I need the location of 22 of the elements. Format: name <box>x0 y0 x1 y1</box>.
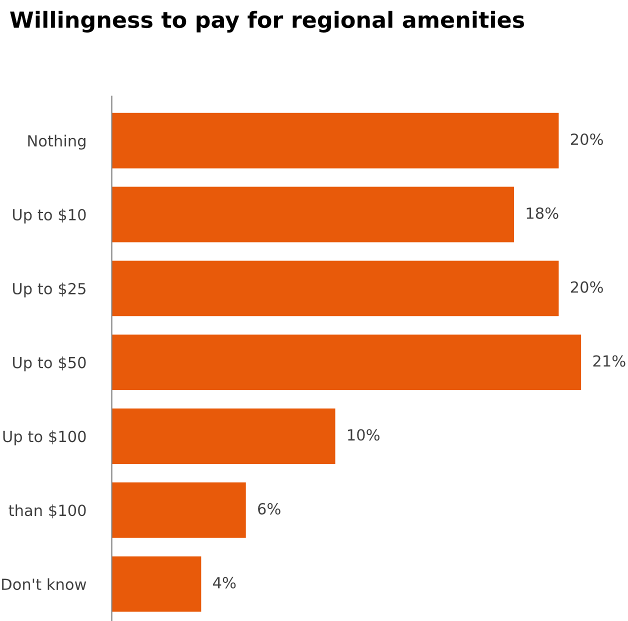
y-tick-label: than $100 <box>8 504 86 518</box>
y-tick-label: Up to $100 <box>3 430 86 446</box>
bar <box>112 186 514 242</box>
bar <box>112 556 202 612</box>
bar <box>112 112 559 168</box>
bar <box>112 334 582 390</box>
bar <box>112 260 559 316</box>
data-label: 10% <box>348 429 380 441</box>
y-tick-label: Up to $10 <box>13 208 86 224</box>
data-label: 20% <box>570 133 603 146</box>
y-tick-label: Nothing <box>28 134 86 150</box>
y-tick-label: Up to $25 <box>13 282 86 298</box>
y-tick-label: Up to $50 <box>13 356 86 372</box>
data-label: 21% <box>593 355 626 367</box>
data-label: 18% <box>526 207 558 219</box>
data-label: 20% <box>570 281 603 293</box>
data-label: 4% <box>213 576 236 588</box>
bar <box>112 408 336 464</box>
data-label: 6% <box>258 503 280 515</box>
y-tick-label: Don't know <box>2 578 86 590</box>
bar <box>112 482 246 538</box>
chart-title: Willingness to pay for regional amenities <box>10 10 524 33</box>
